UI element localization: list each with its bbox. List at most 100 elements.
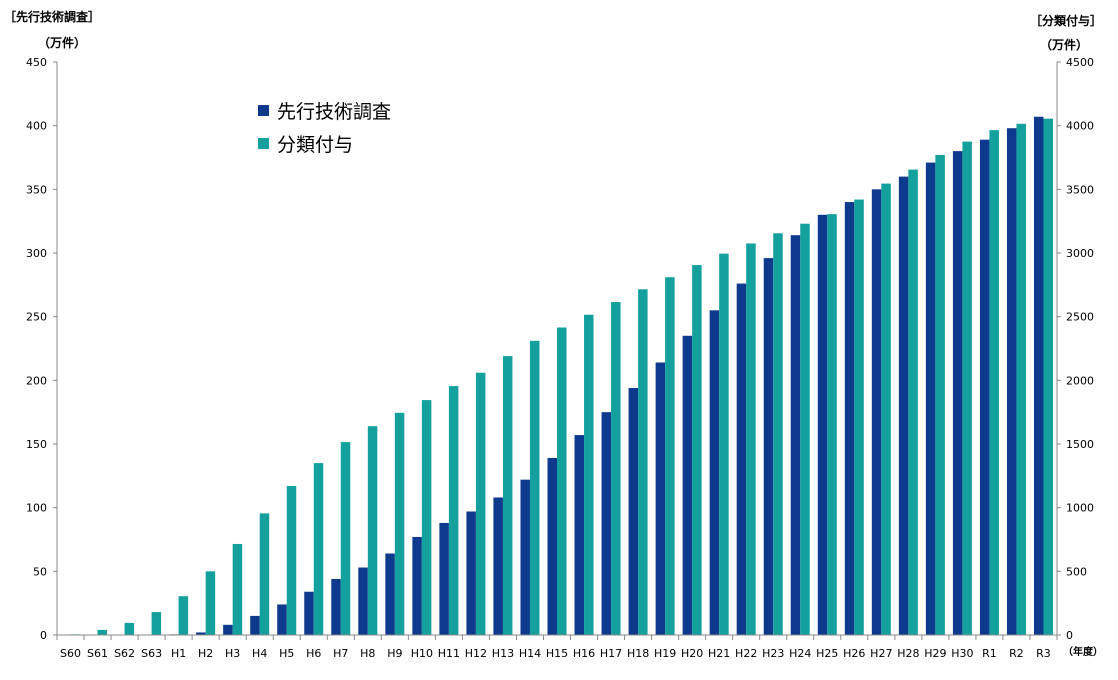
bar-classification-S63 <box>151 612 162 635</box>
bar-classification-H1 <box>178 596 189 635</box>
series-left-bars <box>169 116 1044 636</box>
x-tick-label-H4: H4 <box>252 647 267 660</box>
bar-classification-H24 <box>800 223 810 636</box>
bar-classification-H17 <box>611 302 621 635</box>
axes <box>53 61 1061 640</box>
bar-classification-H29 <box>935 154 945 635</box>
bar-survey-H30 <box>952 151 963 635</box>
x-tick-label-S63: S63 <box>141 647 162 660</box>
left-axis-title: ［先行技術調査］ <box>4 10 101 24</box>
bar-survey-H18 <box>628 387 639 635</box>
right-axis-title: ［分類付与］ <box>1030 14 1103 28</box>
x-tick-label-H15: H15 <box>546 647 568 660</box>
bar-survey-R3 <box>1033 116 1044 635</box>
x-tick-label-H28: H28 <box>897 647 919 660</box>
x-tick-label-H17: H17 <box>600 647 622 660</box>
right-tick-labels: 0 500 1000 1500 2000 2500 3000 3500 4000 4500 <box>1066 56 1094 642</box>
x-tick-label-S62: S62 <box>114 647 135 660</box>
right-tick-label-4000: 4000 <box>1066 120 1094 133</box>
bar-survey-H28 <box>898 176 909 635</box>
bar-classification-H7 <box>340 442 351 635</box>
bar-classification-H16 <box>584 314 594 635</box>
x-tick-label-H29: H29 <box>924 647 946 660</box>
x-tick-label-H8: H8 <box>360 647 375 660</box>
bar-survey-R2 <box>1006 128 1017 636</box>
bar-survey-H21 <box>709 310 720 635</box>
bar-survey-H24 <box>790 235 801 635</box>
x-tick-label-R3: R3 <box>1036 647 1051 660</box>
right-tick-label-2500: 2500 <box>1066 311 1094 324</box>
left-tick-label-300: 300 <box>26 247 47 260</box>
bar-classification-H12 <box>475 372 486 635</box>
bar-classification-H14 <box>529 340 540 635</box>
bar-survey-H26 <box>844 202 855 636</box>
x-tick-labels: S60 S61 S62 S63 H1 H2 H3 H4 H5 H6 H7 H8 H9 H10 H11 H12 H… <box>60 647 1051 660</box>
bar-survey-H4 <box>250 615 260 635</box>
bar-survey-H19 <box>655 362 666 635</box>
bar-classification-S62 <box>124 622 135 635</box>
right-tick-label-1500: 1500 <box>1066 438 1094 451</box>
legend-label-classification: 分類付与 <box>277 134 354 156</box>
x-tick-label-H1: H1 <box>171 647 186 660</box>
x-tick-label-H14: H14 <box>519 647 541 660</box>
bar-classification-H20 <box>692 265 702 635</box>
bar-survey-H27 <box>871 189 882 636</box>
right-tick-label-500: 500 <box>1066 565 1087 578</box>
bar-classification-H15 <box>557 327 567 635</box>
bar-survey-H7 <box>331 578 341 635</box>
bar-survey-H23 <box>763 258 774 635</box>
left-tick-label-50: 50 <box>33 565 47 578</box>
x-tick-label-S61: S61 <box>87 647 108 660</box>
bar-survey-H13 <box>493 497 503 635</box>
bar-survey-H16 <box>574 435 585 635</box>
x-tick-label-H11: H11 <box>438 647 460 660</box>
bar-survey-H2 <box>196 632 206 635</box>
left-axis-unit: （万件） <box>38 36 87 50</box>
x-tick-label-H21: H21 <box>708 647 730 660</box>
x-tick-label-H25: H25 <box>816 647 838 660</box>
bar-survey-H22 <box>736 283 747 635</box>
bar-classification-H22 <box>746 243 756 635</box>
bar-survey-H6 <box>304 591 314 635</box>
legend-item-survey: 先行技術調査 <box>258 94 391 127</box>
x-tick-label-H7: H7 <box>333 647 348 660</box>
x-tick-label-H5: H5 <box>279 647 294 660</box>
bar-classification-H19 <box>665 277 675 635</box>
bar-survey-H9 <box>385 553 395 635</box>
bar-classification-H5 <box>286 486 297 635</box>
legend-swatch-survey <box>258 105 269 116</box>
legend-label-survey: 先行技術調査 <box>277 101 392 123</box>
bar-classification-H28 <box>908 169 918 635</box>
bar-classification-H4 <box>259 513 270 635</box>
left-tick-label-200: 200 <box>26 374 47 387</box>
x-tick-label-H19: H19 <box>654 647 676 660</box>
bar-classification-H26 <box>854 199 864 635</box>
bar-survey-H5 <box>277 604 287 635</box>
x-tick-label-R2: R2 <box>1009 647 1024 660</box>
right-tick-label-2000: 2000 <box>1066 374 1094 387</box>
bar-survey-H8 <box>358 567 368 635</box>
bar-classification-H3 <box>232 543 243 635</box>
bar-survey-H14 <box>520 479 530 635</box>
x-tick-label-H3: H3 <box>225 647 240 660</box>
x-tick-label-H9: H9 <box>387 647 402 660</box>
bar-classification-H9 <box>394 412 405 635</box>
right-tick-label-3500: 3500 <box>1066 183 1094 196</box>
x-tick-label-R1: R1 <box>982 647 997 660</box>
x-tick-label-H20: H20 <box>681 647 703 660</box>
bar-survey-H29 <box>925 162 936 636</box>
bar-classification-H2 <box>205 571 216 635</box>
legend: 先行技術調査 分類付与 <box>258 94 391 160</box>
x-tick-label-H13: H13 <box>492 647 514 660</box>
x-tick-label-H10: H10 <box>411 647 433 660</box>
right-tick-label-4500: 4500 <box>1066 56 1094 69</box>
left-tick-label-150: 150 <box>26 438 47 451</box>
x-axis-title: （年度） <box>1063 647 1103 658</box>
x-tick-label-H24: H24 <box>789 647 811 660</box>
left-tick-label-450: 450 <box>26 56 47 69</box>
bar-survey-H20 <box>682 335 693 635</box>
x-tick-label-S60: S60 <box>60 647 81 660</box>
x-tick-label-H6: H6 <box>306 647 321 660</box>
bar-classification-S61 <box>97 629 108 635</box>
